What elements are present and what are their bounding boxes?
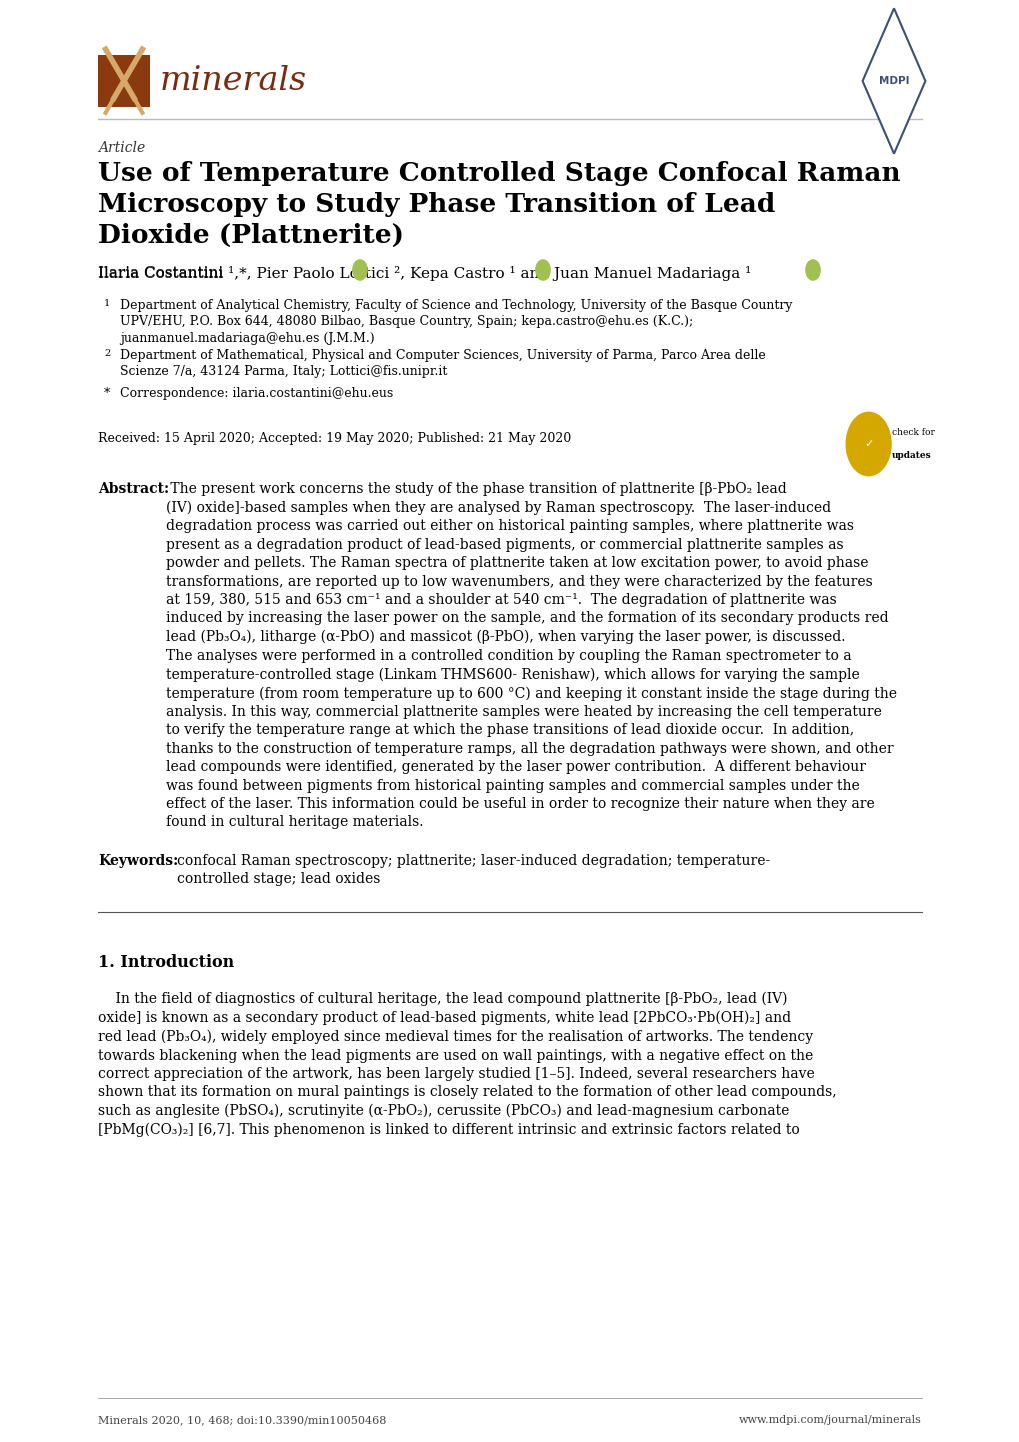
- Circle shape: [353, 260, 367, 280]
- Text: minerals: minerals: [160, 65, 307, 97]
- Text: Ilaria Costantini ¹,*, Pier Paolo Lottici ², Kepa Castro ¹ and Juan Manuel Madar: Ilaria Costantini ¹,*, Pier Paolo Lottic…: [98, 265, 751, 281]
- Text: MDPI: MDPI: [878, 76, 908, 87]
- Text: Abstract:: Abstract:: [98, 482, 169, 496]
- Circle shape: [535, 260, 549, 280]
- Text: updates: updates: [892, 451, 930, 460]
- Text: In the field of diagnostics of cultural heritage, the lead compound plattnerite : In the field of diagnostics of cultural …: [98, 992, 836, 1138]
- Text: The present work concerns the study of the phase transition of plattnerite [β-Pb: The present work concerns the study of t…: [166, 482, 897, 829]
- Text: confocal Raman spectroscopy; plattnerite; laser-induced degradation; temperature: confocal Raman spectroscopy; plattnerite…: [176, 854, 769, 887]
- Text: Article: Article: [98, 141, 145, 154]
- Text: www.mdpi.com/journal/minerals: www.mdpi.com/journal/minerals: [739, 1415, 921, 1425]
- Text: Ilaria Costantini: Ilaria Costantini: [98, 265, 228, 280]
- Text: Received: 15 April 2020; Accepted: 19 May 2020; Published: 21 May 2020: Received: 15 April 2020; Accepted: 19 Ma…: [98, 433, 571, 446]
- Text: Department of Mathematical, Physical and Computer Sciences, University of Parma,: Department of Mathematical, Physical and…: [120, 349, 765, 378]
- Polygon shape: [862, 9, 924, 154]
- Text: Minerals 2020, 10, 468; doi:10.3390/min10050468: Minerals 2020, 10, 468; doi:10.3390/min1…: [98, 1415, 386, 1425]
- Text: ✓: ✓: [863, 438, 872, 448]
- Text: Keywords:: Keywords:: [98, 854, 178, 868]
- Text: *: *: [104, 386, 110, 399]
- Text: 1. Introduction: 1. Introduction: [98, 955, 234, 970]
- FancyBboxPatch shape: [98, 55, 150, 107]
- Text: Correspondence: ilaria.costantini@ehu.eus: Correspondence: ilaria.costantini@ehu.eu…: [120, 386, 393, 399]
- Text: check for: check for: [892, 428, 934, 437]
- Text: 1: 1: [104, 298, 110, 309]
- Text: Department of Analytical Chemistry, Faculty of Science and Technology, Universit: Department of Analytical Chemistry, Facu…: [120, 298, 792, 345]
- Circle shape: [846, 412, 891, 476]
- Text: 2: 2: [104, 349, 110, 358]
- Text: Use of Temperature Controlled Stage Confocal Raman
Microscopy to Study Phase Tra: Use of Temperature Controlled Stage Conf…: [98, 162, 900, 248]
- Circle shape: [805, 260, 819, 280]
